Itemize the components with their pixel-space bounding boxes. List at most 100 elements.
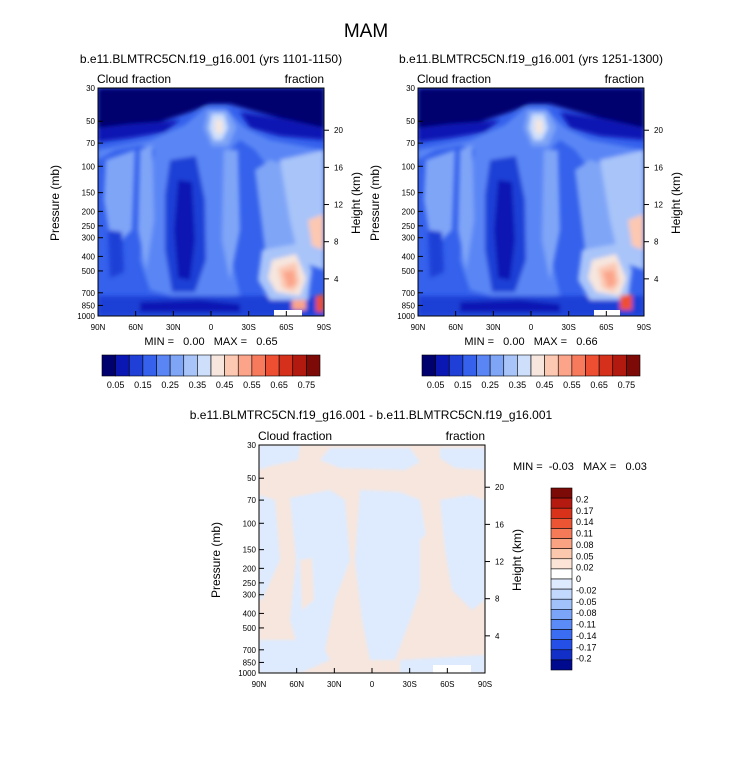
pressure-tick-label: 70 — [86, 139, 95, 148]
panel-3-left-string: Cloud fraction — [258, 429, 332, 443]
colorbar-label: 0.05 — [427, 380, 445, 390]
pressure-tick-label: 400 — [82, 252, 96, 261]
panel-3-lat-axis: 90N 60N 30N 0 30S 60S 90S — [252, 668, 492, 689]
pressure-tick-label: 500 — [82, 267, 96, 276]
panel-2: b.e11.BLMTRC5CN.f19_g16.001 (yrs 1251-13… — [368, 52, 683, 390]
pressure-tick-label: 150 — [82, 189, 96, 198]
panel-1-ylabel: Pressure (mb) — [48, 165, 62, 241]
pressure-tick-label: 1000 — [238, 669, 256, 678]
panel-3: b.e11.BLMTRC5CN.f19_g16.001 - b.e11.BLMT… — [190, 408, 647, 689]
panel-1-ylabel-right: Height (km) — [349, 172, 363, 234]
colorbar-label: 0.2 — [576, 494, 589, 504]
pressure-tick-label: 200 — [243, 564, 257, 573]
lat-tick-label: 30N — [486, 323, 501, 332]
colorbar-box — [550, 659, 573, 671]
colorbar-box — [476, 354, 491, 377]
panel-2-lat-axis: 90N 60N 30N 0 30S 60S 90S — [411, 311, 651, 332]
lat-tick-label: 90S — [317, 323, 331, 332]
colorbar-label: 0 — [576, 574, 581, 584]
pressure-tick-label: 1000 — [397, 312, 415, 321]
colorbar-box — [251, 354, 266, 377]
pressure-tick-label: 30 — [86, 84, 95, 93]
colorbar-label: 0.75 — [618, 380, 636, 390]
colorbar-box — [101, 354, 116, 377]
panel-1-plot-area — [97, 87, 325, 317]
panel-3-plot-area — [258, 444, 486, 674]
lat-tick-label: 60S — [279, 323, 293, 332]
colorbar-box — [550, 619, 573, 630]
colorbar-box — [550, 548, 573, 560]
height-tick-label: 20 — [334, 126, 343, 135]
pressure-tick-label: 300 — [402, 234, 416, 243]
panel-3-ylabel-right: Height (km) — [510, 529, 524, 591]
height-tick-label: 12 — [654, 201, 663, 210]
panel-2-plot-area — [417, 87, 645, 317]
pressure-tick-label: 500 — [243, 624, 257, 633]
pressure-tick-label: 700 — [402, 289, 416, 298]
lat-tick-label: 30N — [166, 323, 181, 332]
pressure-tick-label: 100 — [243, 519, 257, 528]
lat-tick-label: 0 — [209, 323, 214, 332]
pressure-tick-label: 850 — [82, 301, 96, 310]
lat-tick-label: 60N — [128, 323, 143, 332]
pressure-tick-label: 250 — [243, 579, 257, 588]
colorbar-box — [571, 354, 586, 377]
lat-tick-label: 0 — [370, 680, 375, 689]
lat-tick-label: 60N — [448, 323, 463, 332]
colorbar-box — [156, 354, 171, 377]
colorbar-box — [550, 518, 573, 529]
pressure-tick-label: 300 — [82, 234, 96, 243]
panel-1-stats: MIN = 0.00 MAX = 0.65 — [144, 336, 277, 348]
colorbar-label: 0.35 — [509, 380, 527, 390]
colorbar-box — [557, 354, 573, 377]
panel-3-right-string: fraction — [446, 429, 485, 443]
panel-2-ylabel-right: Height (km) — [669, 172, 683, 234]
colorbar-box — [550, 639, 573, 651]
pressure-tick-label: 400 — [243, 609, 257, 618]
lat-tick-label: 60S — [599, 323, 613, 332]
colorbar-box — [489, 354, 505, 377]
colorbar-box — [169, 354, 185, 377]
panel-3-title: b.e11.BLMTRC5CN.f19_g16.001 - b.e11.BLMT… — [190, 408, 553, 422]
pressure-tick-label: 70 — [247, 496, 256, 505]
colorbar-box — [550, 578, 573, 590]
colorbar-box — [550, 629, 573, 640]
colorbar-box — [503, 354, 518, 377]
height-tick-label: 20 — [495, 483, 504, 492]
panel-1-pressure-axis: 30 50 70 100 150 200 250 300 400 500 700 850 1000 — [77, 84, 103, 321]
colorbar-label: 0.55 — [243, 380, 261, 390]
figure-title: MAM — [344, 21, 388, 42]
colorbar-box — [237, 354, 253, 377]
colorbar-label: -0.11 — [576, 620, 596, 630]
pressure-tick-label: 1000 — [77, 312, 95, 321]
pressure-tick-label: 700 — [243, 646, 257, 655]
pressure-tick-label: 200 — [402, 207, 416, 216]
colorbar-label: 0.55 — [563, 380, 581, 390]
colorbar-label: 0.17 — [576, 506, 594, 516]
panel-1-right-string: fraction — [285, 72, 324, 86]
colorbar-label: 0.15 — [134, 380, 152, 390]
colorbar-box — [550, 649, 573, 661]
pressure-tick-label: 50 — [86, 117, 95, 126]
colorbar-label: -0.08 — [576, 608, 597, 618]
panel-3-height-axis: 4 8 12 16 20 — [485, 483, 504, 641]
height-tick-label: 20 — [654, 126, 663, 135]
colorbar-box — [421, 354, 436, 377]
panel-2-ylabel: Pressure (mb) — [368, 165, 382, 241]
colorbar-label: -0.05 — [576, 597, 597, 607]
height-tick-label: 12 — [334, 201, 343, 210]
lat-tick-label: 90N — [411, 323, 426, 332]
lat-tick-label: 90S — [637, 323, 651, 332]
panel-3-colorbar: 0.20.170.140.110.080.050.020-0.02-0.05-0… — [550, 487, 597, 671]
panel-2-right-string: fraction — [605, 72, 644, 86]
colorbar-box — [550, 568, 573, 580]
colorbar-label: 0.11 — [576, 529, 593, 539]
height-tick-label: 4 — [654, 275, 659, 284]
colorbar-label: -0.14 — [576, 631, 597, 641]
colorbar-box — [550, 598, 573, 610]
panel-1: b.e11.BLMTRC5CN.f19_g16.001 (yrs 1101-11… — [48, 52, 363, 390]
panel-2-height-axis: 4 8 12 16 20 — [644, 126, 663, 284]
colorbar-label: 0.65 — [270, 380, 288, 390]
colorbar-box — [278, 354, 294, 377]
lat-tick-label: 90N — [252, 680, 267, 689]
